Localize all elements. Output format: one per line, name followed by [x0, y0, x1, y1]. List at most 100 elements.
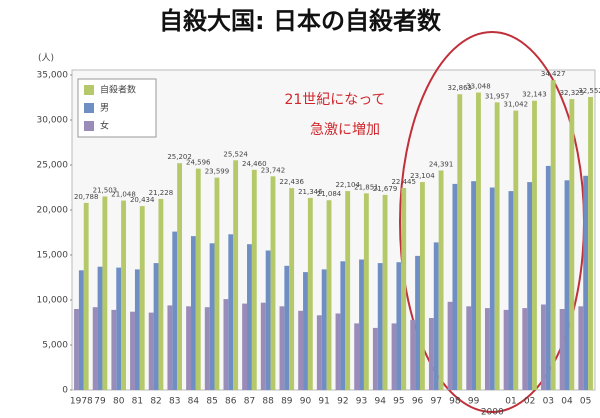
bar	[489, 187, 495, 390]
bar	[223, 299, 229, 390]
bar	[452, 183, 458, 390]
legend-label: 女	[100, 120, 109, 132]
bar	[116, 267, 122, 390]
x-tick-label: 90	[300, 397, 312, 407]
bar	[228, 234, 234, 390]
bar	[466, 306, 472, 390]
bar	[92, 307, 98, 390]
x-tick-label: 98	[449, 397, 461, 407]
bar	[564, 180, 570, 390]
bar	[588, 97, 593, 391]
bar	[242, 303, 248, 390]
y-tick-label: 35,000	[37, 71, 69, 81]
x-tick-label: 82	[150, 397, 161, 407]
bar	[550, 80, 556, 391]
bar	[382, 194, 388, 390]
bar	[476, 92, 481, 391]
legend-swatch	[84, 85, 94, 95]
value-label: 31,957	[485, 92, 510, 100]
y-tick-label: 20,000	[37, 206, 69, 216]
bar	[190, 236, 196, 390]
bar	[433, 242, 439, 390]
value-label: 33,048	[466, 83, 491, 91]
value-label: 21,679	[373, 185, 398, 193]
y-tick-label: 30,000	[37, 116, 69, 126]
bar	[471, 181, 477, 390]
y-axis-label: (人)	[38, 53, 54, 64]
bar	[391, 323, 397, 390]
legend-label: 自殺者数	[100, 84, 136, 96]
bar	[209, 243, 215, 390]
value-label: 21,084	[317, 190, 342, 198]
bar	[559, 309, 565, 390]
value-label: 32,325	[560, 89, 585, 97]
chart-title: 自殺大国: 日本の自殺者数	[159, 7, 442, 35]
x-tick-label: 91	[318, 397, 329, 407]
bar	[326, 200, 332, 390]
bar	[316, 315, 322, 390]
y-tick-label: 0	[62, 386, 68, 396]
bar	[97, 266, 103, 390]
value-label: 21,048	[111, 191, 136, 199]
y-tick-label: 25,000	[37, 161, 69, 171]
x-tick-label: 02	[524, 397, 535, 407]
bar	[74, 309, 79, 390]
x-tick-label: 86	[225, 397, 237, 407]
bar	[494, 102, 500, 391]
value-label: 32,143	[522, 91, 547, 99]
bar	[260, 302, 266, 390]
bar	[354, 323, 360, 390]
bar	[359, 259, 364, 390]
x-tick-label: 94	[374, 397, 386, 407]
value-label: 34,427	[541, 70, 566, 78]
bar	[233, 160, 239, 390]
value-label: 24,460	[242, 160, 267, 168]
legend-swatch	[84, 121, 94, 131]
bar	[153, 263, 159, 390]
bar	[251, 169, 257, 390]
x-tick-label: 05	[580, 397, 591, 407]
bar	[457, 94, 463, 390]
bar	[284, 265, 290, 390]
bar	[522, 308, 528, 390]
bar	[372, 327, 378, 390]
bar	[172, 231, 178, 390]
bar	[265, 250, 271, 390]
value-label: 20,788	[74, 193, 99, 201]
x-tick-label: 93	[356, 397, 367, 407]
value-label: 20,434	[130, 196, 155, 204]
value-label: 31,042	[504, 101, 529, 109]
x-tick-label: 03	[543, 397, 554, 407]
x-tick-label: 95	[393, 397, 404, 407]
bar	[270, 176, 276, 390]
bar	[532, 100, 537, 390]
bar	[335, 313, 341, 390]
value-label: 21,228	[149, 189, 174, 197]
value-label: 21,503	[93, 186, 118, 194]
value-label: 23,104	[410, 172, 435, 180]
value-label: 32,552	[578, 87, 600, 95]
bar	[484, 308, 490, 390]
value-label: 21,851	[354, 183, 379, 191]
bar	[139, 206, 145, 390]
bar	[279, 306, 285, 390]
bar	[247, 244, 252, 390]
bar	[428, 318, 434, 390]
value-label: 22,445	[391, 178, 416, 186]
bar	[578, 306, 584, 390]
bar	[569, 99, 575, 390]
bar	[121, 200, 126, 390]
x-tick-label: 85	[206, 397, 217, 407]
x-tick-label: 99	[468, 397, 480, 407]
annotation: 急激に増加	[310, 121, 380, 138]
value-label: 24,391	[429, 160, 454, 168]
value-label: 25,524	[223, 150, 248, 158]
x-tick-label: 81	[132, 397, 143, 407]
x-tick-label: 87	[244, 397, 255, 407]
bar	[340, 261, 346, 390]
x-tick-label: 83	[169, 397, 180, 407]
bar	[508, 191, 514, 390]
bar	[513, 110, 519, 390]
bar	[447, 301, 453, 390]
